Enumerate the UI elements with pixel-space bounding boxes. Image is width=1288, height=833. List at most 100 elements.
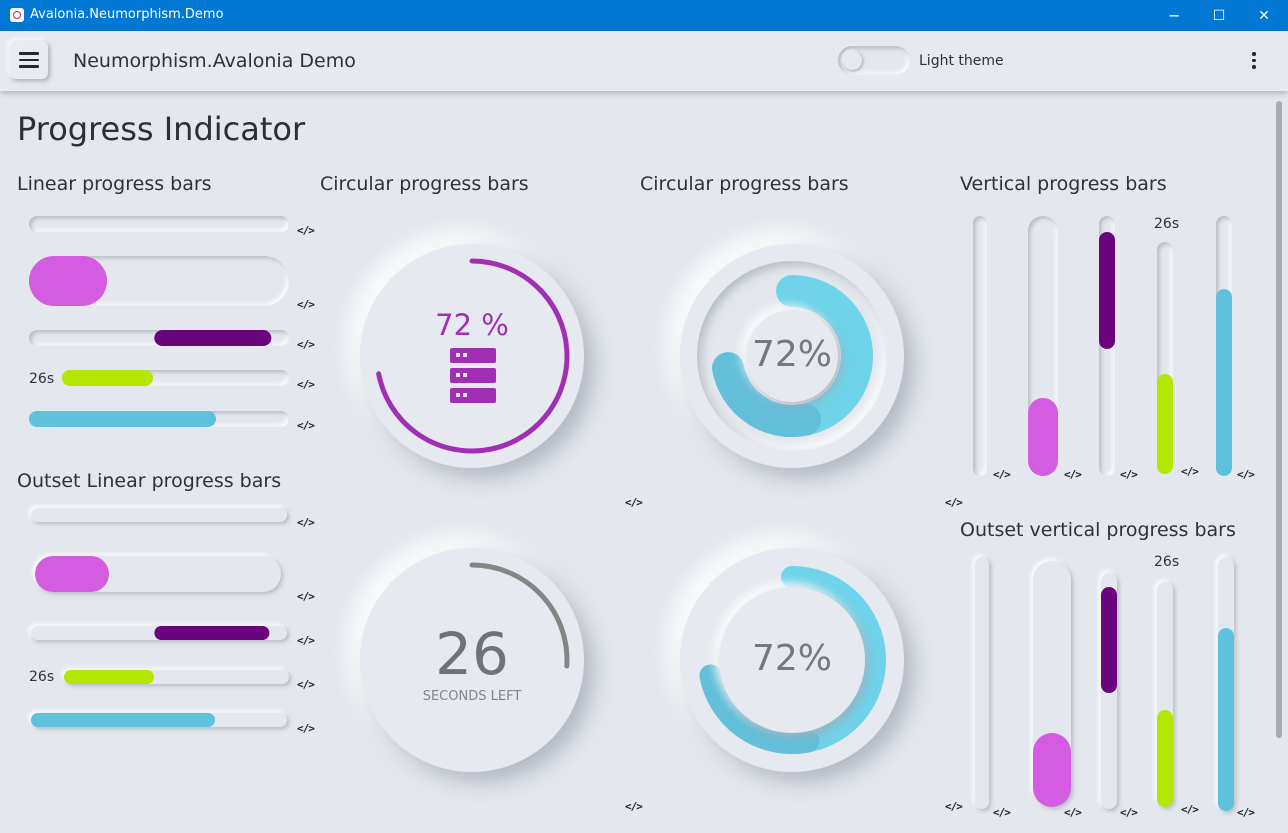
progress-label: 26s (29, 371, 55, 387)
view-code-button[interactable]: </> (1237, 468, 1255, 481)
progress-fill (29, 256, 107, 306)
vertical-progress-bar (1157, 242, 1173, 474)
progress-fill (1218, 628, 1234, 811)
vertical-progress-bar (973, 216, 987, 476)
outset-vertical-progress-bar (1101, 573, 1117, 809)
more-options-button[interactable] (1247, 52, 1261, 72)
section-title-circular-2: Circular progress bars (640, 173, 849, 195)
ring-progress-arc-shade (699, 664, 820, 754)
view-code-button[interactable]: </> (1064, 806, 1082, 819)
app-bar: Neumorphism.Avalonia Demo Light theme (0, 31, 1288, 91)
view-code-button[interactable]: </> (297, 634, 315, 647)
ring-progress-arc-shade (712, 352, 821, 437)
progress-fill (154, 626, 270, 640)
view-code-button[interactable]: </> (625, 496, 643, 509)
progress-fill (64, 670, 154, 684)
section-title-outset-vertical: Outset vertical progress bars (960, 519, 1236, 541)
progress-fill (1099, 231, 1115, 349)
vertical-scrollbar[interactable] (1276, 101, 1282, 738)
view-code-button[interactable]: </> (1181, 803, 1199, 816)
linear-progress-bar (29, 330, 289, 346)
view-code-button[interactable]: </> (297, 224, 315, 237)
view-code-button[interactable]: </> (993, 806, 1011, 819)
section-title-circular-1: Circular progress bars (320, 173, 529, 195)
page-title: Progress Indicator (17, 110, 306, 148)
server-progress-arc (376, 258, 570, 454)
progress-fill (62, 370, 153, 386)
circular-progress-arc (699, 566, 886, 754)
view-code-button[interactable]: </> (1120, 806, 1138, 819)
progress-label: 26s (1154, 554, 1180, 570)
linear-progress-bar (29, 216, 289, 232)
timer-progress-arc (469, 562, 570, 669)
view-code-button[interactable]: </> (945, 800, 963, 813)
outset-linear-progress-bar (31, 508, 287, 522)
circular-progress-arc (469, 562, 570, 669)
view-code-button[interactable]: </> (1181, 465, 1199, 478)
progress-fill (1101, 587, 1117, 694)
progress-fill (29, 411, 217, 427)
theme-toggle-label: Light theme (919, 53, 1004, 69)
linear-progress-bar (29, 411, 289, 427)
hamburger-menu-button[interactable] (10, 41, 48, 79)
view-code-button[interactable]: </> (1064, 468, 1082, 481)
outset-linear-progress-bar (31, 626, 287, 640)
toggle-knob (843, 51, 862, 70)
view-code-button[interactable]: </> (297, 298, 315, 311)
progress-label: 26s (1154, 216, 1180, 232)
outset-vertical-progress-bar (1157, 582, 1173, 807)
vertical-progress-bar (1099, 216, 1115, 476)
circular-progress-arc (376, 258, 570, 454)
outset-linear-progress-bar (31, 713, 287, 727)
section-title-linear: Linear progress bars (17, 173, 212, 195)
ring-center (719, 587, 865, 733)
progress-fill (1157, 710, 1173, 807)
section-title-outset-linear: Outset Linear progress bars (17, 470, 282, 492)
view-code-button[interactable]: </> (297, 678, 315, 691)
hamburger-icon (19, 52, 39, 55)
progress-fill (1033, 733, 1071, 807)
circular-progress-timer (360, 548, 584, 772)
view-code-button[interactable]: </> (625, 800, 643, 813)
server-icon (450, 348, 496, 403)
theme-toggle-switch[interactable] (838, 46, 910, 75)
minimize-button[interactable]: ─ (1169, 6, 1179, 25)
view-code-button[interactable]: </> (993, 468, 1011, 481)
app-title: Neumorphism.Avalonia Demo (73, 50, 356, 72)
app-icon (10, 8, 24, 22)
linear-progress-bar (62, 370, 289, 386)
view-code-button[interactable]: </> (1237, 806, 1255, 819)
progress-fill (1216, 288, 1232, 476)
vertical-progress-bar (1216, 216, 1232, 476)
maximize-button[interactable]: ☐ (1212, 7, 1226, 24)
section-title-vertical: Vertical progress bars (960, 173, 1167, 195)
progress-label: 26s (29, 669, 55, 685)
view-code-button[interactable]: </> (297, 378, 315, 391)
circular-progress-percent: 72% (751, 334, 832, 375)
progress-fill (35, 556, 109, 592)
timer-seconds: 26 (435, 620, 509, 688)
view-code-button[interactable]: </> (1120, 468, 1138, 481)
progress-fill (1028, 398, 1058, 476)
outset-linear-progress-bar (64, 670, 289, 684)
window-titlebar: Avalonia.Neumorphism.Demo ─ ☐ ✕ (0, 0, 1288, 31)
view-code-button[interactable]: </> (297, 419, 315, 432)
outset-vertical-progress-bar (1218, 557, 1234, 811)
vertical-progress-bar (1028, 216, 1058, 476)
progress-fill (31, 713, 216, 727)
progress-fill (1157, 374, 1173, 474)
view-code-button[interactable]: </> (297, 722, 315, 735)
ring-center (746, 310, 838, 402)
view-code-button[interactable]: </> (297, 516, 315, 529)
outset-vertical-progress-bar (975, 557, 989, 809)
view-code-button[interactable]: </> (297, 590, 315, 603)
view-code-button[interactable]: </> (945, 496, 963, 509)
circular-progress-arc (712, 275, 873, 437)
view-code-button[interactable]: </> (297, 338, 315, 351)
timer-caption: SECONDS LEFT (422, 689, 522, 704)
close-button[interactable]: ✕ (1258, 7, 1270, 24)
outset-linear-progress-bar (35, 556, 281, 592)
progress-fill (154, 330, 272, 346)
kebab-icon (1252, 52, 1256, 56)
outset-vertical-progress-bar (1033, 561, 1071, 807)
